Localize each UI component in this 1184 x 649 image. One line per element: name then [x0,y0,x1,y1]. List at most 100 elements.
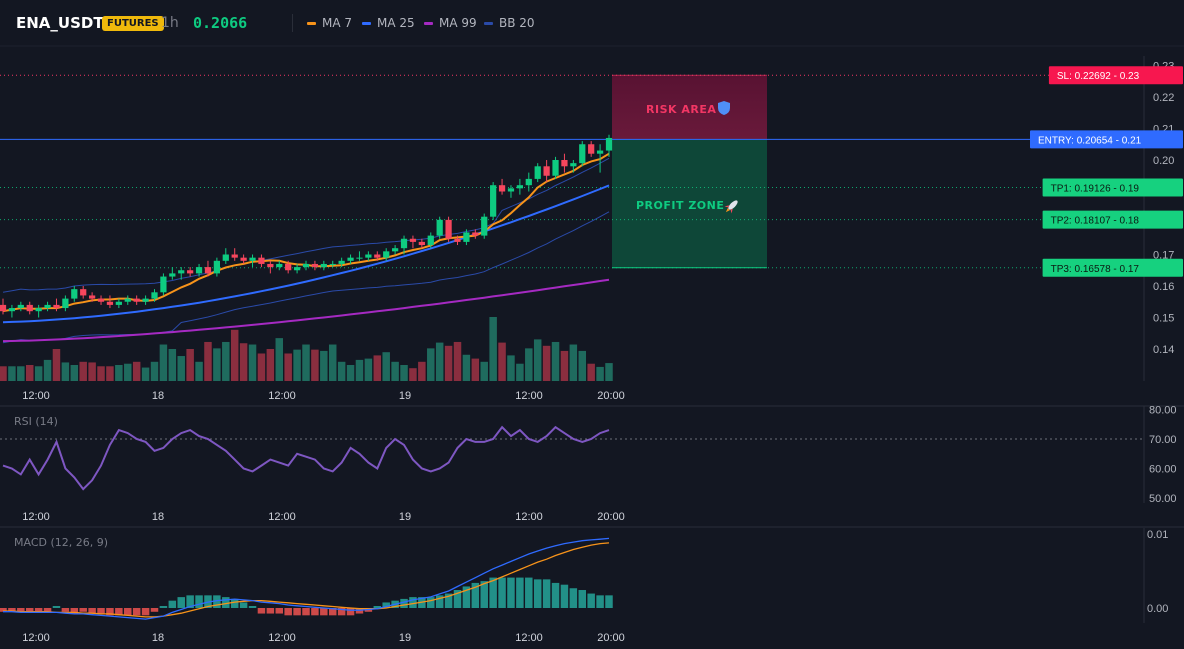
candle-body [142,298,149,302]
volume-bar [168,349,177,381]
macd-histogram-bar [302,608,310,616]
shield-icon [718,101,730,115]
volume-bar [596,366,604,381]
legend-ma7[interactable]: MA 7 [307,16,352,30]
macd-histogram-bar [444,593,453,608]
volume-bar [346,365,355,381]
rsi-line [2,425,610,491]
macd-histogram-bar [471,582,480,608]
bb20-swatch [484,21,493,25]
volume-bar [551,341,560,381]
volume-bar [587,363,595,381]
entry-tag-label: ENTRY: 0.20654 - 0.21 [1038,135,1142,146]
volume-bar [70,365,79,381]
zone-labels: RISK AREA PROFIT ZONE [636,101,738,214]
legend-ma99-label: MA 99 [439,16,477,30]
time-tick-label: 12:00 [268,632,296,644]
macd-histogram-bar [427,597,435,608]
symbol-name[interactable]: ENA_USDT [16,14,104,32]
candle-body [26,304,33,312]
legend-ma25[interactable]: MA 25 [362,16,415,30]
macd-histogram-bar [8,608,16,612]
macd-histogram-bar [382,602,390,608]
volume-bar [195,361,203,381]
volume-bar [427,348,435,381]
candle-body [472,232,479,236]
candle-body [178,270,185,274]
candle-body [588,144,595,154]
trade-zones [612,74,767,269]
candle-body [311,263,319,268]
candle-body [400,238,408,249]
macd-histogram-bar [560,584,569,608]
volume-bar [213,348,221,381]
macd-tick-label: 0.01 [1147,529,1168,541]
trade-level-lines [0,74,1144,269]
legend-bb20[interactable]: BB 20 [484,16,535,30]
macd-histogram-bar [498,577,506,608]
macd-pane: 0.01 0.00 [0,529,1168,620]
candle-body [195,267,203,274]
interval-selector[interactable]: 1h [161,15,179,31]
legend-ma25-label: MA 25 [377,16,415,30]
volume-bar [88,362,96,381]
volume-bar [444,345,453,381]
volume-bar [471,358,480,381]
candle-body [160,276,167,293]
candle-body [418,241,425,246]
macd-histogram-bar [213,595,221,608]
volume-bar [355,359,364,381]
volume-bar [177,356,185,381]
volume-bar [533,339,542,381]
time-tick-label: 19 [399,632,411,644]
candle-body [579,144,586,164]
macd-histogram-bar [596,595,604,608]
macd-histogram-bar [320,608,328,616]
risk-area-zone [612,75,767,140]
candle-body [436,219,443,236]
ma99-line [2,278,610,343]
price-tick-label: 0.16 [1153,281,1174,293]
candle-body [570,163,577,167]
candle-body [267,263,274,268]
grid-lines [0,45,1184,623]
candle-body [543,166,550,176]
profit-zone-label: PROFIT ZONE [636,199,724,212]
bb-lower-line [2,211,610,344]
time-tick-label: 12:00 [22,632,50,644]
rsi-pane: 80.00 70.00 60.00 50.00 [0,405,1177,505]
macd-histogram-bar [150,608,159,612]
candle-body [8,308,16,312]
candle-body [338,260,345,264]
macd-histogram-bar [79,608,87,612]
time-tick-label: 20:00 [597,511,625,523]
candle-body [516,185,524,189]
candle-body [552,160,559,176]
macd-histogram-bar [34,608,43,612]
volume-bar [373,355,382,381]
legend-ma7-label: MA 7 [322,16,353,30]
candle-body [365,254,372,258]
candle-body [187,270,194,274]
candle-body [88,295,96,299]
candle-body [231,254,238,258]
volume-bar [115,365,123,381]
ma7-swatch [307,21,316,25]
volume-bar [34,366,43,381]
candle-body [320,263,327,268]
macd-histogram-bar [337,608,346,616]
ma7-line [2,152,610,313]
volume-bar [239,343,248,381]
macd-histogram-bar [239,602,248,608]
macd-histogram-bar [346,608,355,616]
volume-bar [106,366,114,381]
candle-body [356,257,363,259]
time-tick-label: 18 [152,511,164,523]
volume-bar [480,361,488,381]
volume-bar [560,350,569,381]
legend-ma99[interactable]: MA 99 [424,16,477,30]
macd-histogram-bar [43,608,52,612]
candle-body [481,216,488,236]
